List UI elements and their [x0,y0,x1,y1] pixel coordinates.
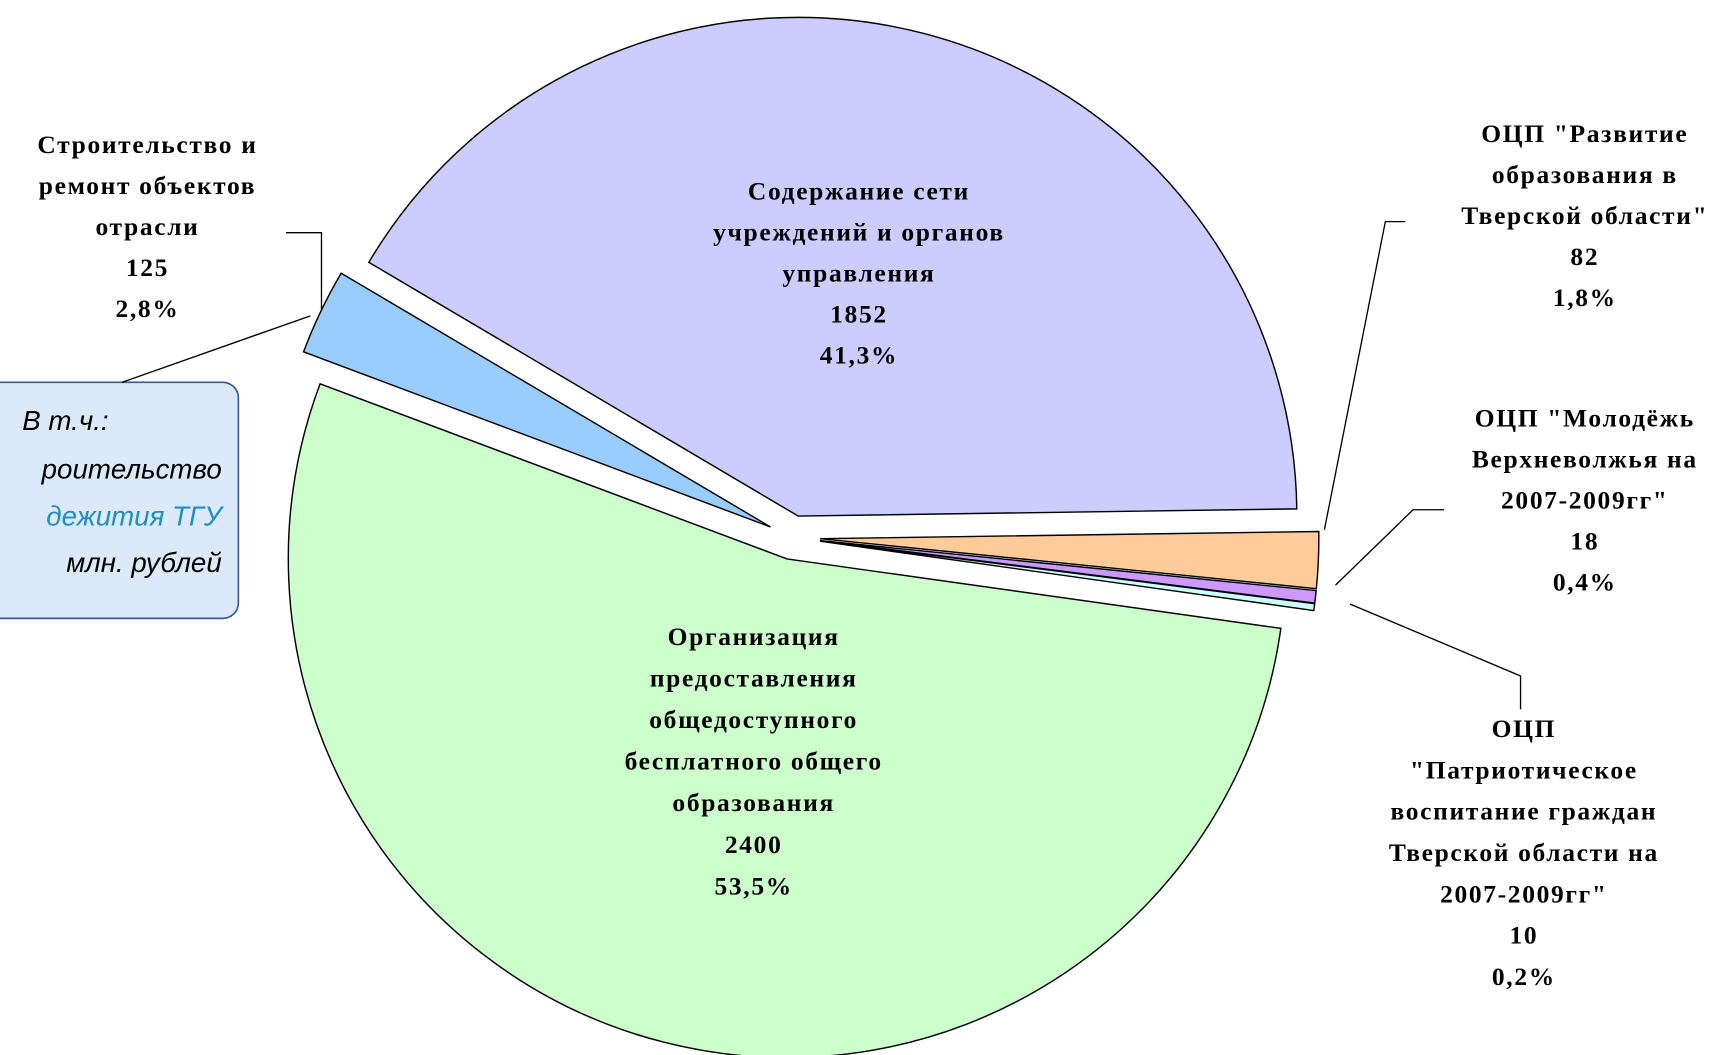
value-label: 82 [1570,242,1599,271]
category-label: Тверской области" [1461,201,1708,230]
category-label: 2007-2009гг" [1501,486,1669,515]
percent-label: 0,4% [1553,568,1617,597]
category-label: ОЦП [1492,714,1556,743]
callout-text: роительство [41,454,222,485]
callout-text: млн. рублей [66,547,222,578]
slice-label: Строительство и ремонт объектов отрасли 125… [37,130,257,323]
category-label: воспитание граждан [1391,797,1658,826]
slice-label: Содержание сети учреждений и органов управ… [713,176,1005,369]
category-label: Тверской области на [1389,838,1659,867]
leader-line [1349,603,1522,710]
slice-label: ОЦП "Патриотическое воспитание граждан Твер… [1389,714,1659,991]
percent-label: 53,5% [715,871,793,900]
category-label: 2007-2009гг" [1440,879,1608,908]
pie-slice [287,382,1282,1055]
value-label: 125 [126,253,169,282]
category-label: общедоступного [649,705,858,734]
callout-text: дежития ТГУ [46,500,224,531]
leader-line [1323,220,1406,530]
category-label: образования в [1492,160,1678,189]
value-label: 18 [1570,527,1599,556]
category-label: управления [782,258,935,287]
category-label: ОЦП "Молодёжь [1475,404,1695,433]
pie-slice [302,272,771,528]
percent-label: 1,8% [1553,283,1617,312]
category-label: ремонт объектов [39,171,256,200]
leader-line [286,232,323,313]
pie-slice [367,16,1298,517]
callout-text: В т.ч.: [22,405,108,436]
category-label: бесплатного общего [625,747,883,776]
pie-slice [819,540,1316,612]
category-label: Организация [668,622,840,651]
callout-box [0,381,240,620]
percent-label: 2,8% [116,294,180,323]
value-label: 1852 [830,299,888,328]
pie-slice [820,530,1320,590]
category-label: Строительство и [37,130,257,159]
slice-label: Организация предоставления общедоступного б… [625,622,883,900]
value-label: 2400 [725,830,783,859]
category-label: "Патриотическое [1410,755,1638,784]
category-label: Верхневолжья на [1472,445,1698,474]
category-label: предоставления [650,664,858,693]
category-label: отрасли [95,212,199,241]
value-label: 10 [1509,921,1538,950]
percent-label: 0,2% [1492,962,1556,991]
category-label: учреждений и органов [713,217,1005,246]
category-label: образования [672,788,834,817]
category-label: Содержание сети [748,176,970,205]
slice-label: ОЦП "Развитие образования в Тверской облас… [1461,119,1708,312]
slice-label: ОЦП "Молодёжь Верхневолжья на 2007-2009гг"… [1472,404,1698,597]
leader-line [1335,509,1445,586]
category-label: ОЦП "Развитие [1481,119,1688,148]
percent-label: 41,3% [820,340,898,369]
callout-leader [121,315,311,383]
